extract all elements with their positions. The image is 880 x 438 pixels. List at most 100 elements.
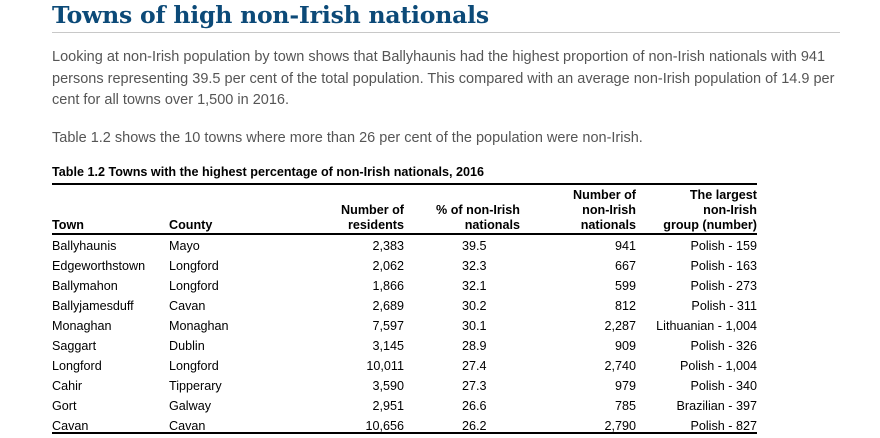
cell-county: Dublin (169, 339, 205, 353)
cell-county: Longford (169, 359, 219, 373)
cell-residents: 3,590 (372, 379, 404, 393)
cell-residents: 2,383 (372, 239, 404, 253)
cell-town: Ballyhaunis (52, 239, 117, 253)
cell-percent: 30.2 (404, 296, 520, 316)
cell-non-irish-count: 812 (614, 299, 636, 313)
header-county: County (169, 185, 287, 233)
table-row: Ballyhaunis Mayo 2,383 39.5 941 Polish - 159 (52, 236, 757, 256)
cell-non-irish-count: 979 (614, 379, 636, 393)
cell-town: Monaghan (52, 319, 112, 333)
table-reference-paragraph: Table 1.2 shows the 10 towns where more … (52, 130, 643, 146)
cell-percent: 32.1 (404, 276, 520, 296)
percent-value: 26.6 (462, 399, 487, 413)
cell-residents: 3,145 (372, 339, 404, 353)
cell-percent: 27.3 (404, 376, 520, 396)
header-percent: % of non-Irish nationals (404, 185, 520, 233)
cell-county: Longford (169, 259, 219, 273)
header-town-label: Town (52, 218, 84, 232)
cell-non-irish-count: 941 (614, 239, 636, 253)
table-header-rule (52, 233, 757, 235)
cell-town: Gort (52, 399, 77, 413)
table-row: Cahir Tipperary 3,590 27.3 979 Polish - 340 (52, 376, 757, 396)
percent-value: 30.1 (462, 319, 487, 333)
header-county-label: County (169, 218, 213, 232)
percent-value: 32.1 (462, 279, 487, 293)
cell-county: Galway (169, 399, 211, 413)
table-bottom-rule (52, 432, 757, 434)
header-percent-line2: nationals (464, 218, 520, 232)
cell-non-irish-count: 667 (614, 259, 636, 273)
cell-residents: 1,866 (372, 279, 404, 293)
table-row: Longford Longford 10,011 27.4 2,740 Polish - … (52, 356, 757, 376)
table-row: Monaghan Monaghan 7,597 30.1 2,287 Lithuanian… (52, 316, 757, 336)
cell-largest-group: Polish - 163 (690, 259, 757, 273)
cell-largest-group: Polish - 340 (690, 379, 757, 393)
cell-county: Monaghan (169, 319, 229, 333)
page-heading: Towns of high non-Irish nationals (52, 1, 489, 29)
cell-largest-group: Polish - 1,004 (679, 359, 757, 373)
cell-county: Cavan (169, 299, 206, 313)
percent-value: 39.5 (462, 239, 487, 253)
intro-paragraph: Looking at non-Irish population by town … (52, 49, 835, 108)
cell-percent: 26.6 (404, 396, 520, 416)
percent-value: 32.3 (462, 259, 487, 273)
cell-town: Saggart (52, 339, 97, 353)
cell-percent: 26.2 (404, 416, 520, 436)
cell-residents: 7,597 (372, 319, 404, 333)
table-row: Ballyjamesduff Cavan 2,689 30.2 812 Polish - … (52, 296, 757, 316)
cell-residents: 10,656 (365, 419, 404, 433)
percent-value: 28.9 (462, 339, 487, 353)
cell-town: Edgeworthstown (52, 259, 146, 273)
header-largest-group: The largest non-Irish group (number) (636, 185, 757, 233)
header-group-line2: non-Irish (703, 203, 757, 217)
table-row: Gort Galway 2,951 26.6 785 Brazilian - 397 (52, 396, 757, 416)
header-residents-line1: Number of (341, 203, 404, 217)
table-row: Edgeworthstown Longford 2,062 32.3 667 Polish… (52, 256, 757, 276)
cell-town: Longford (52, 359, 102, 373)
towns-table: Town County Number of residents % of non-… (52, 185, 757, 436)
header-count-line2: non-Irish (582, 203, 636, 217)
header-residents: Number of residents (287, 185, 404, 233)
cell-town: Cahir (52, 379, 83, 393)
cell-non-irish-count: 2,287 (604, 319, 636, 333)
table-row: Cavan Cavan 10,656 26.2 2,790 Polish - 827 (52, 416, 757, 436)
cell-percent: 39.5 (404, 236, 520, 256)
percent-value: 30.2 (462, 299, 487, 313)
header-group-line3: group (number) (663, 218, 757, 232)
cell-county: Tipperary (169, 379, 222, 393)
cell-largest-group: Brazilian - 397 (676, 399, 757, 413)
cell-residents: 2,689 (372, 299, 404, 313)
heading-divider (52, 32, 840, 33)
cell-largest-group: Polish - 827 (690, 419, 757, 433)
header-non-irish-count: Number of non-Irish nationals (520, 185, 636, 233)
header-percent-line1: % of non-Irish (436, 203, 520, 217)
header-count-line1: Number of (573, 188, 636, 202)
header-residents-line2: residents (348, 218, 404, 232)
cell-town: Ballyjamesduff (52, 299, 134, 313)
header-group-line1: The largest (689, 188, 757, 202)
cell-residents: 2,062 (372, 259, 404, 273)
cell-town: Cavan (52, 419, 89, 433)
cell-largest-group: Polish - 326 (690, 339, 757, 353)
table-row: Ballymahon Longford 1,866 32.1 599 Polish - 2… (52, 276, 757, 296)
table-title: Table 1.2 Towns with the highest percent… (52, 165, 484, 179)
cell-percent: 27.4 (404, 356, 520, 376)
cell-non-irish-count: 599 (614, 279, 636, 293)
cell-town: Ballymahon (52, 279, 118, 293)
header-town: Town (52, 185, 169, 233)
table-row: Saggart Dublin 3,145 28.9 909 Polish - 326 (52, 336, 757, 356)
cell-residents: 2,951 (372, 399, 404, 413)
cell-non-irish-count: 2,740 (604, 359, 636, 373)
table-header-row: Town County Number of residents % of non-… (52, 185, 757, 233)
cell-county: Mayo (169, 239, 200, 253)
percent-value: 27.3 (462, 379, 487, 393)
cell-largest-group: Polish - 159 (690, 239, 757, 253)
cell-percent: 28.9 (404, 336, 520, 356)
cell-largest-group: Polish - 273 (690, 279, 757, 293)
header-count-line3: nationals (580, 218, 636, 232)
table-top-rule (52, 183, 757, 185)
cell-largest-group: Lithuanian - 1,004 (656, 319, 757, 333)
percent-value: 26.2 (462, 419, 487, 433)
cell-residents: 10,011 (366, 359, 404, 373)
cell-non-irish-count: 785 (614, 399, 636, 413)
